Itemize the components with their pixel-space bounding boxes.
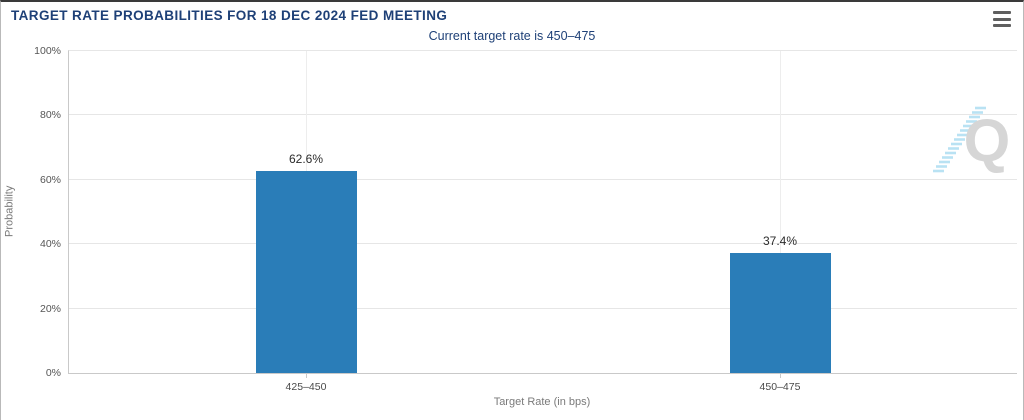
probability-bar[interactable] [729, 252, 831, 373]
y-gridline [69, 50, 1017, 51]
y-tick-label: 0% [45, 367, 61, 379]
y-tick-label: 20% [39, 302, 61, 315]
x-axis-title: Target Rate (in bps) [493, 396, 591, 408]
y-gridline [69, 114, 1017, 116]
y-tick-label: 80% [39, 109, 61, 122]
y-tick-label: 100% [34, 45, 61, 57]
y-tick-label: 60% [39, 173, 61, 186]
x-tick-label: 425–450 [285, 381, 327, 393]
y-tick-label: 40% [39, 238, 61, 251]
chart-menu-button[interactable] [993, 11, 1011, 27]
hamburger-icon [993, 17, 1011, 21]
bar-value-label: 62.6% [288, 152, 324, 167]
watermark-letter: Q [964, 107, 1009, 174]
y-axis-title: Probability [3, 185, 16, 237]
x-gridline [779, 51, 781, 373]
hamburger-icon [993, 24, 1011, 27]
hamburger-icon [993, 11, 1011, 14]
probability-bar[interactable] [255, 171, 357, 373]
quikstrike-watermark-icon: Q [933, 106, 1009, 174]
plot-area: Q 0% 20% 40% 60% 80% 100% 62.6% 425–450 37.4% 450… [34, 45, 1017, 393]
x-tick-label: 450–475 [759, 381, 801, 393]
y-gridline [69, 307, 1017, 309]
chart-title: TARGET RATE PROBABILITIES FOR 18 DEC 202… [11, 8, 448, 23]
bar-value-label: 37.4% [762, 233, 798, 248]
x-tick-mark [305, 373, 307, 378]
y-gridline [69, 178, 1017, 180]
x-tick-mark [779, 373, 781, 378]
y-gridline [69, 243, 1017, 245]
chart-subtitle: Current target rate is 450–475 [428, 29, 596, 43]
